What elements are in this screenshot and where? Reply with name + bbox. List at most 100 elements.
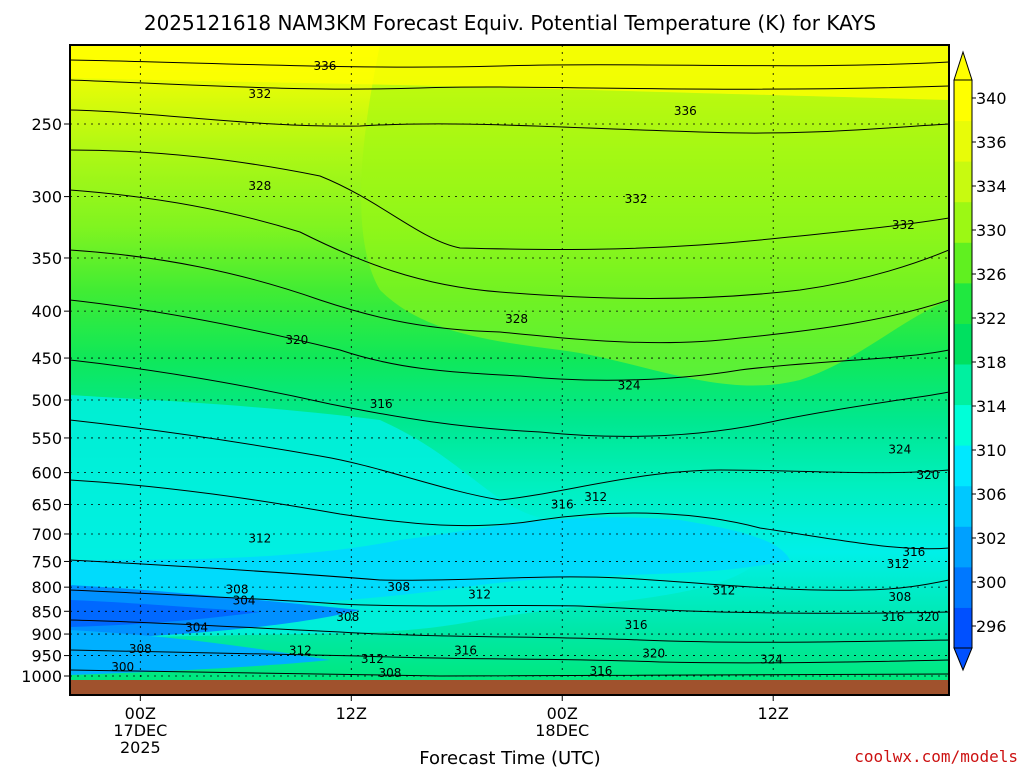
contour-line xyxy=(70,299,949,381)
y-tick-label: 550 xyxy=(31,429,62,448)
colorbar-label: 318 xyxy=(976,353,1007,372)
colorbar-segment xyxy=(954,120,972,162)
contour-line xyxy=(70,479,949,550)
colorbar-label: 336 xyxy=(976,133,1007,152)
cold-layer xyxy=(70,517,790,615)
contour-label: 308 xyxy=(129,642,152,656)
coldest-core xyxy=(70,600,260,627)
contour-label: 332 xyxy=(625,192,648,206)
x-tick-label: 12Z xyxy=(336,704,367,723)
contour-label: 308 xyxy=(379,666,402,680)
contour-label: 308 xyxy=(888,590,911,604)
contour-line xyxy=(70,249,949,344)
contour-label: 312 xyxy=(248,532,271,546)
y-tick-label: 800 xyxy=(31,578,62,597)
colorbar-segment xyxy=(954,404,972,446)
colorbar-segment xyxy=(954,201,972,243)
colorbar-label: 340 xyxy=(976,89,1007,108)
colorbar-segment xyxy=(954,282,972,324)
contour-label: 304 xyxy=(185,620,208,634)
contour-line xyxy=(70,589,949,614)
x-tick-label: 18DEC xyxy=(535,721,589,740)
contour-label: 316 xyxy=(625,618,648,632)
y-tick-label: 400 xyxy=(31,302,62,321)
y-tick-label: 750 xyxy=(31,552,62,571)
contour-label: 336 xyxy=(674,104,697,118)
contour-label: 300 xyxy=(111,660,134,674)
contour-line xyxy=(70,109,949,134)
colorbar-segment xyxy=(954,364,972,406)
y-tick-label: 850 xyxy=(31,602,62,621)
contour-line xyxy=(70,59,949,68)
contour-label: 304 xyxy=(233,593,256,607)
ground-strip xyxy=(70,680,949,695)
x-tick-label: 00Z xyxy=(125,704,156,723)
contour-label: 320 xyxy=(285,333,308,347)
colorbar-label: 314 xyxy=(976,397,1007,416)
contour-label: 312 xyxy=(468,588,491,602)
contour-label: 328 xyxy=(505,312,528,326)
contour-line xyxy=(70,559,949,591)
y-tick-label: 900 xyxy=(31,625,62,644)
colorbar-segment xyxy=(954,161,972,203)
y-tick-label: 1000 xyxy=(21,667,62,686)
credit-text[interactable]: coolwx.com/models xyxy=(854,747,1018,766)
contour-label: 316 xyxy=(551,497,574,511)
contour-line xyxy=(70,359,949,437)
colorbar-label: 306 xyxy=(976,485,1007,504)
contour-label: 324 xyxy=(888,442,911,456)
contour-label: 320 xyxy=(642,646,665,660)
contour-line xyxy=(70,79,949,90)
contour-label: 312 xyxy=(887,557,910,571)
colorbar-label: 322 xyxy=(976,309,1007,328)
contour-line xyxy=(70,619,949,643)
contour-line xyxy=(70,149,949,251)
contour-label: 312 xyxy=(584,490,607,504)
colorbar-segment xyxy=(954,485,972,527)
colorbar-label: 330 xyxy=(976,221,1007,240)
colorbar-arrow-top xyxy=(953,50,973,81)
y-tick-label: 250 xyxy=(31,115,62,134)
colorbar-segment xyxy=(954,80,972,122)
y-tick-label: 350 xyxy=(31,249,62,268)
contour-label: 316 xyxy=(370,397,393,411)
colorbar-segment xyxy=(954,526,972,568)
x-axis-label: Forecast Time (UTC) xyxy=(419,748,600,768)
colorbar-label: 302 xyxy=(976,529,1007,548)
contour-label: 316 xyxy=(454,644,477,658)
colorbar-segment xyxy=(954,445,972,487)
x-tick-label: 2025 xyxy=(120,738,161,757)
x-tick-label: 00Z xyxy=(547,704,578,723)
colorbar-label: 296 xyxy=(976,617,1007,636)
y-tick-label: 700 xyxy=(31,525,62,544)
contour-label: 312 xyxy=(361,652,384,666)
contour-label: 312 xyxy=(289,644,312,658)
contour-label: 316 xyxy=(881,610,904,624)
colorbar-segment xyxy=(954,242,972,284)
contour-label: 332 xyxy=(248,87,271,101)
contour-label: 328 xyxy=(248,179,271,193)
y-tick-label: 600 xyxy=(31,464,62,483)
contour-label: 320 xyxy=(916,468,939,482)
contour-label: 336 xyxy=(313,59,336,73)
warm-upper-region xyxy=(361,45,949,386)
y-tick-label: 450 xyxy=(31,349,62,368)
contour-label: 324 xyxy=(760,653,783,667)
warmest-band xyxy=(70,45,949,100)
contour-line xyxy=(70,189,949,299)
contour-label: 324 xyxy=(618,378,641,392)
colorbar-label: 300 xyxy=(976,573,1007,592)
contour-label: 308 xyxy=(336,610,359,624)
colorbar-label: 326 xyxy=(976,265,1007,284)
y-tick-label: 300 xyxy=(31,188,62,207)
colorbar-segment xyxy=(954,607,972,649)
contour-label: 332 xyxy=(892,218,915,232)
y-tick-label: 950 xyxy=(31,647,62,666)
colorbar-label: 334 xyxy=(976,177,1007,196)
x-tick-label: 17DEC xyxy=(113,721,167,740)
contour-line xyxy=(70,419,949,501)
contour-label: 320 xyxy=(916,610,939,624)
contour-label: 308 xyxy=(226,583,249,597)
